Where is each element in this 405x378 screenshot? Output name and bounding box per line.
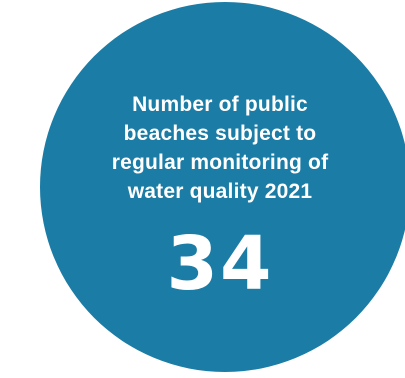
stat-caption-line-3: regular monitoring of — [111, 151, 329, 174]
stat-caption-line-2: beaches subject to — [123, 122, 317, 145]
stat-caption: Number of public beaches subject to regu… — [70, 90, 370, 206]
stat-value: 34 — [166, 221, 274, 307]
stat-circle — [40, 2, 405, 372]
stat-caption-line-4: water quality 2021 — [127, 180, 313, 203]
stat-caption-line-1: Number of public — [132, 93, 308, 116]
